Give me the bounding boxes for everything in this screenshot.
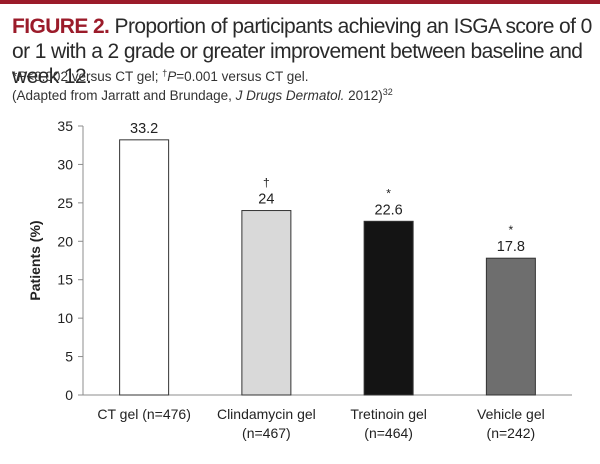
bar: [363, 220, 414, 396]
y-tick-label: 35: [57, 118, 73, 134]
footnote-asterisk: *: [12, 69, 18, 84]
footnote-p-italic-2: P: [167, 69, 177, 84]
source-text-pre: (Adapted from Jarratt and Brundage,: [12, 88, 236, 103]
y-tick-label: 20: [57, 233, 73, 249]
x-tick-label: (n=467): [242, 425, 291, 441]
bar-value-label: 24: [258, 192, 274, 208]
top-rule: [0, 0, 600, 4]
y-tick-label: 5: [65, 349, 73, 365]
bar: [485, 257, 536, 396]
figure-label: FIGURE 2.: [12, 15, 110, 38]
footnote-text-1: <0.002 versus CT gel;: [26, 69, 163, 84]
y-tick-label: 10: [57, 310, 73, 326]
x-tick-label: Vehicle gel: [477, 406, 545, 422]
significance-marker: *: [509, 223, 514, 237]
y-axis-title: Patients (%): [27, 220, 43, 300]
y-tick-label: 25: [57, 195, 73, 211]
x-tick-label: Tretinoin gel: [350, 406, 427, 422]
figure-caption: Proportion of participants achieving an …: [12, 15, 592, 88]
y-tick-label: 30: [57, 156, 73, 172]
bar-value-label: 22.6: [375, 202, 403, 218]
x-tick-label: (n=242): [487, 425, 536, 441]
x-tick-label: Clindamycin gel: [217, 406, 316, 422]
bar-value-label: 17.8: [497, 239, 525, 255]
source-footnote: (Adapted from Jarratt and Brundage, J Dr…: [12, 83, 592, 105]
x-tick-label: CT gel (n=476): [97, 406, 191, 422]
significance-footnote: *P<0.002 versus CT gel; †P=0.001 versus …: [12, 64, 592, 86]
figure-title: FIGURE 2. Proportion of participants ach…: [12, 14, 594, 89]
bar-value-label: 33.2: [130, 121, 158, 137]
footnote-text-2: =0.001 versus CT gel.: [176, 69, 309, 84]
y-tick-label: 15: [57, 272, 73, 288]
source-journal: J Drugs Dermatol.: [235, 88, 345, 103]
significance-marker: †: [263, 176, 270, 190]
source-text-post: 2012): [344, 88, 383, 103]
footnote-dagger: †: [162, 68, 168, 78]
source-reference: 32: [382, 87, 393, 97]
footnote-p-italic: P: [17, 69, 27, 84]
bar: [119, 139, 170, 396]
bar: [241, 210, 292, 396]
significance-marker: *: [386, 186, 391, 200]
y-tick-label: 0: [65, 387, 73, 403]
x-tick-label: (n=464): [364, 425, 413, 441]
